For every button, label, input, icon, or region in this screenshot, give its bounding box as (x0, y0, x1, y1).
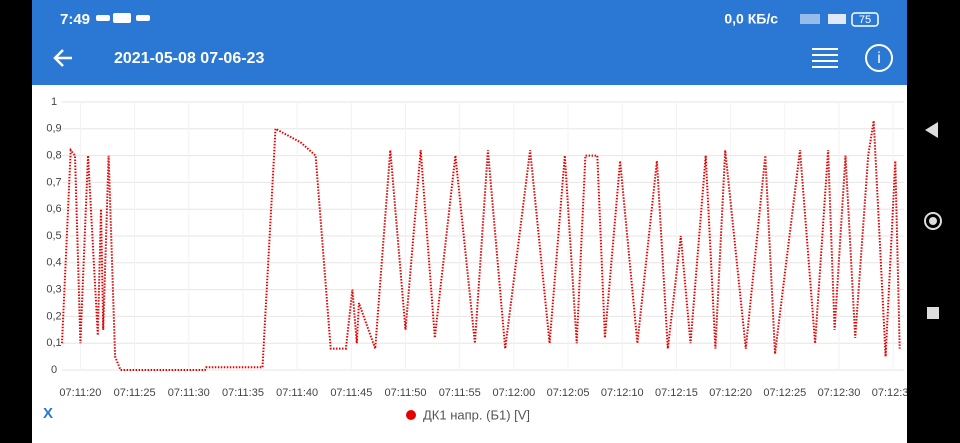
x-tick-label: 07:12:15 (655, 387, 698, 399)
battery (851, 12, 879, 27)
nav-recent[interactable] (927, 307, 939, 319)
chart-area (32, 85, 907, 443)
y-tick-label: 0,8 (46, 150, 61, 162)
legend-label: ДК1 напр. (Б1) [V] (423, 407, 530, 422)
x-tick-label: 07:11:20 (59, 387, 101, 399)
x-tick-label: 07:11:55 (439, 387, 481, 399)
plot: 0 0,1 0,2 0,3 0,4 0,5 0,6 0,7 0,8 0,9 1 07:11:20 07:… (46, 96, 914, 423)
info-icon: i (877, 50, 881, 67)
y-tick-label: 1 (51, 96, 57, 108)
status-time: 7:49 (60, 11, 90, 28)
y-tick-label: 0,4 (46, 257, 61, 269)
x-tick-label: 07:11:40 (276, 387, 318, 399)
x-tick-label: 07:12:35 (872, 387, 915, 399)
status-speed: 0,0 КБ/с (724, 11, 778, 27)
x-tick-label: 07:11:30 (168, 387, 210, 399)
x-tick-label: 07:12:00 (492, 387, 535, 399)
x-tick-label: 07:12:25 (763, 387, 806, 399)
x-tick-label: 07:11:45 (330, 387, 372, 399)
battery-level: 75 (859, 14, 871, 26)
nav-home[interactable] (924, 212, 942, 230)
back-button[interactable] (53, 49, 72, 67)
y-tick-label: 0,6 (46, 203, 61, 215)
x-tick-label: 07:12:05 (547, 387, 590, 399)
axis-button[interactable]: X (43, 405, 53, 422)
app-title: 2021-05-08 07-06-23 (114, 50, 264, 67)
signal-icons (800, 14, 846, 24)
y-tick-label: 0,9 (46, 123, 61, 135)
x-tick-label: 07:11:25 (114, 387, 156, 399)
x-tick-label: 07:11:50 (385, 387, 427, 399)
status-icons (96, 13, 150, 23)
x-tick-label: 07:12:20 (709, 387, 752, 399)
x-tick-label: 07:12:30 (818, 387, 861, 399)
y-tick-label: 0,3 (46, 284, 61, 296)
nav-home-dot (929, 217, 937, 225)
x-tick-label: 07:12:10 (601, 387, 644, 399)
legend-marker (406, 410, 416, 420)
y-tick-label: 0,2 (46, 310, 61, 322)
nav-back[interactable] (925, 122, 938, 138)
list-button[interactable] (812, 48, 838, 68)
series-line (61, 120, 901, 371)
y-tick-label: 0,1 (46, 337, 61, 349)
y-tick-label: 0,5 (46, 230, 61, 242)
app-header (32, 0, 907, 85)
y-tick-label: 0,7 (46, 176, 61, 188)
x-tick-label: 07:11:35 (222, 387, 264, 399)
y-tick-label: 0 (51, 364, 57, 376)
info-button[interactable] (865, 44, 893, 72)
